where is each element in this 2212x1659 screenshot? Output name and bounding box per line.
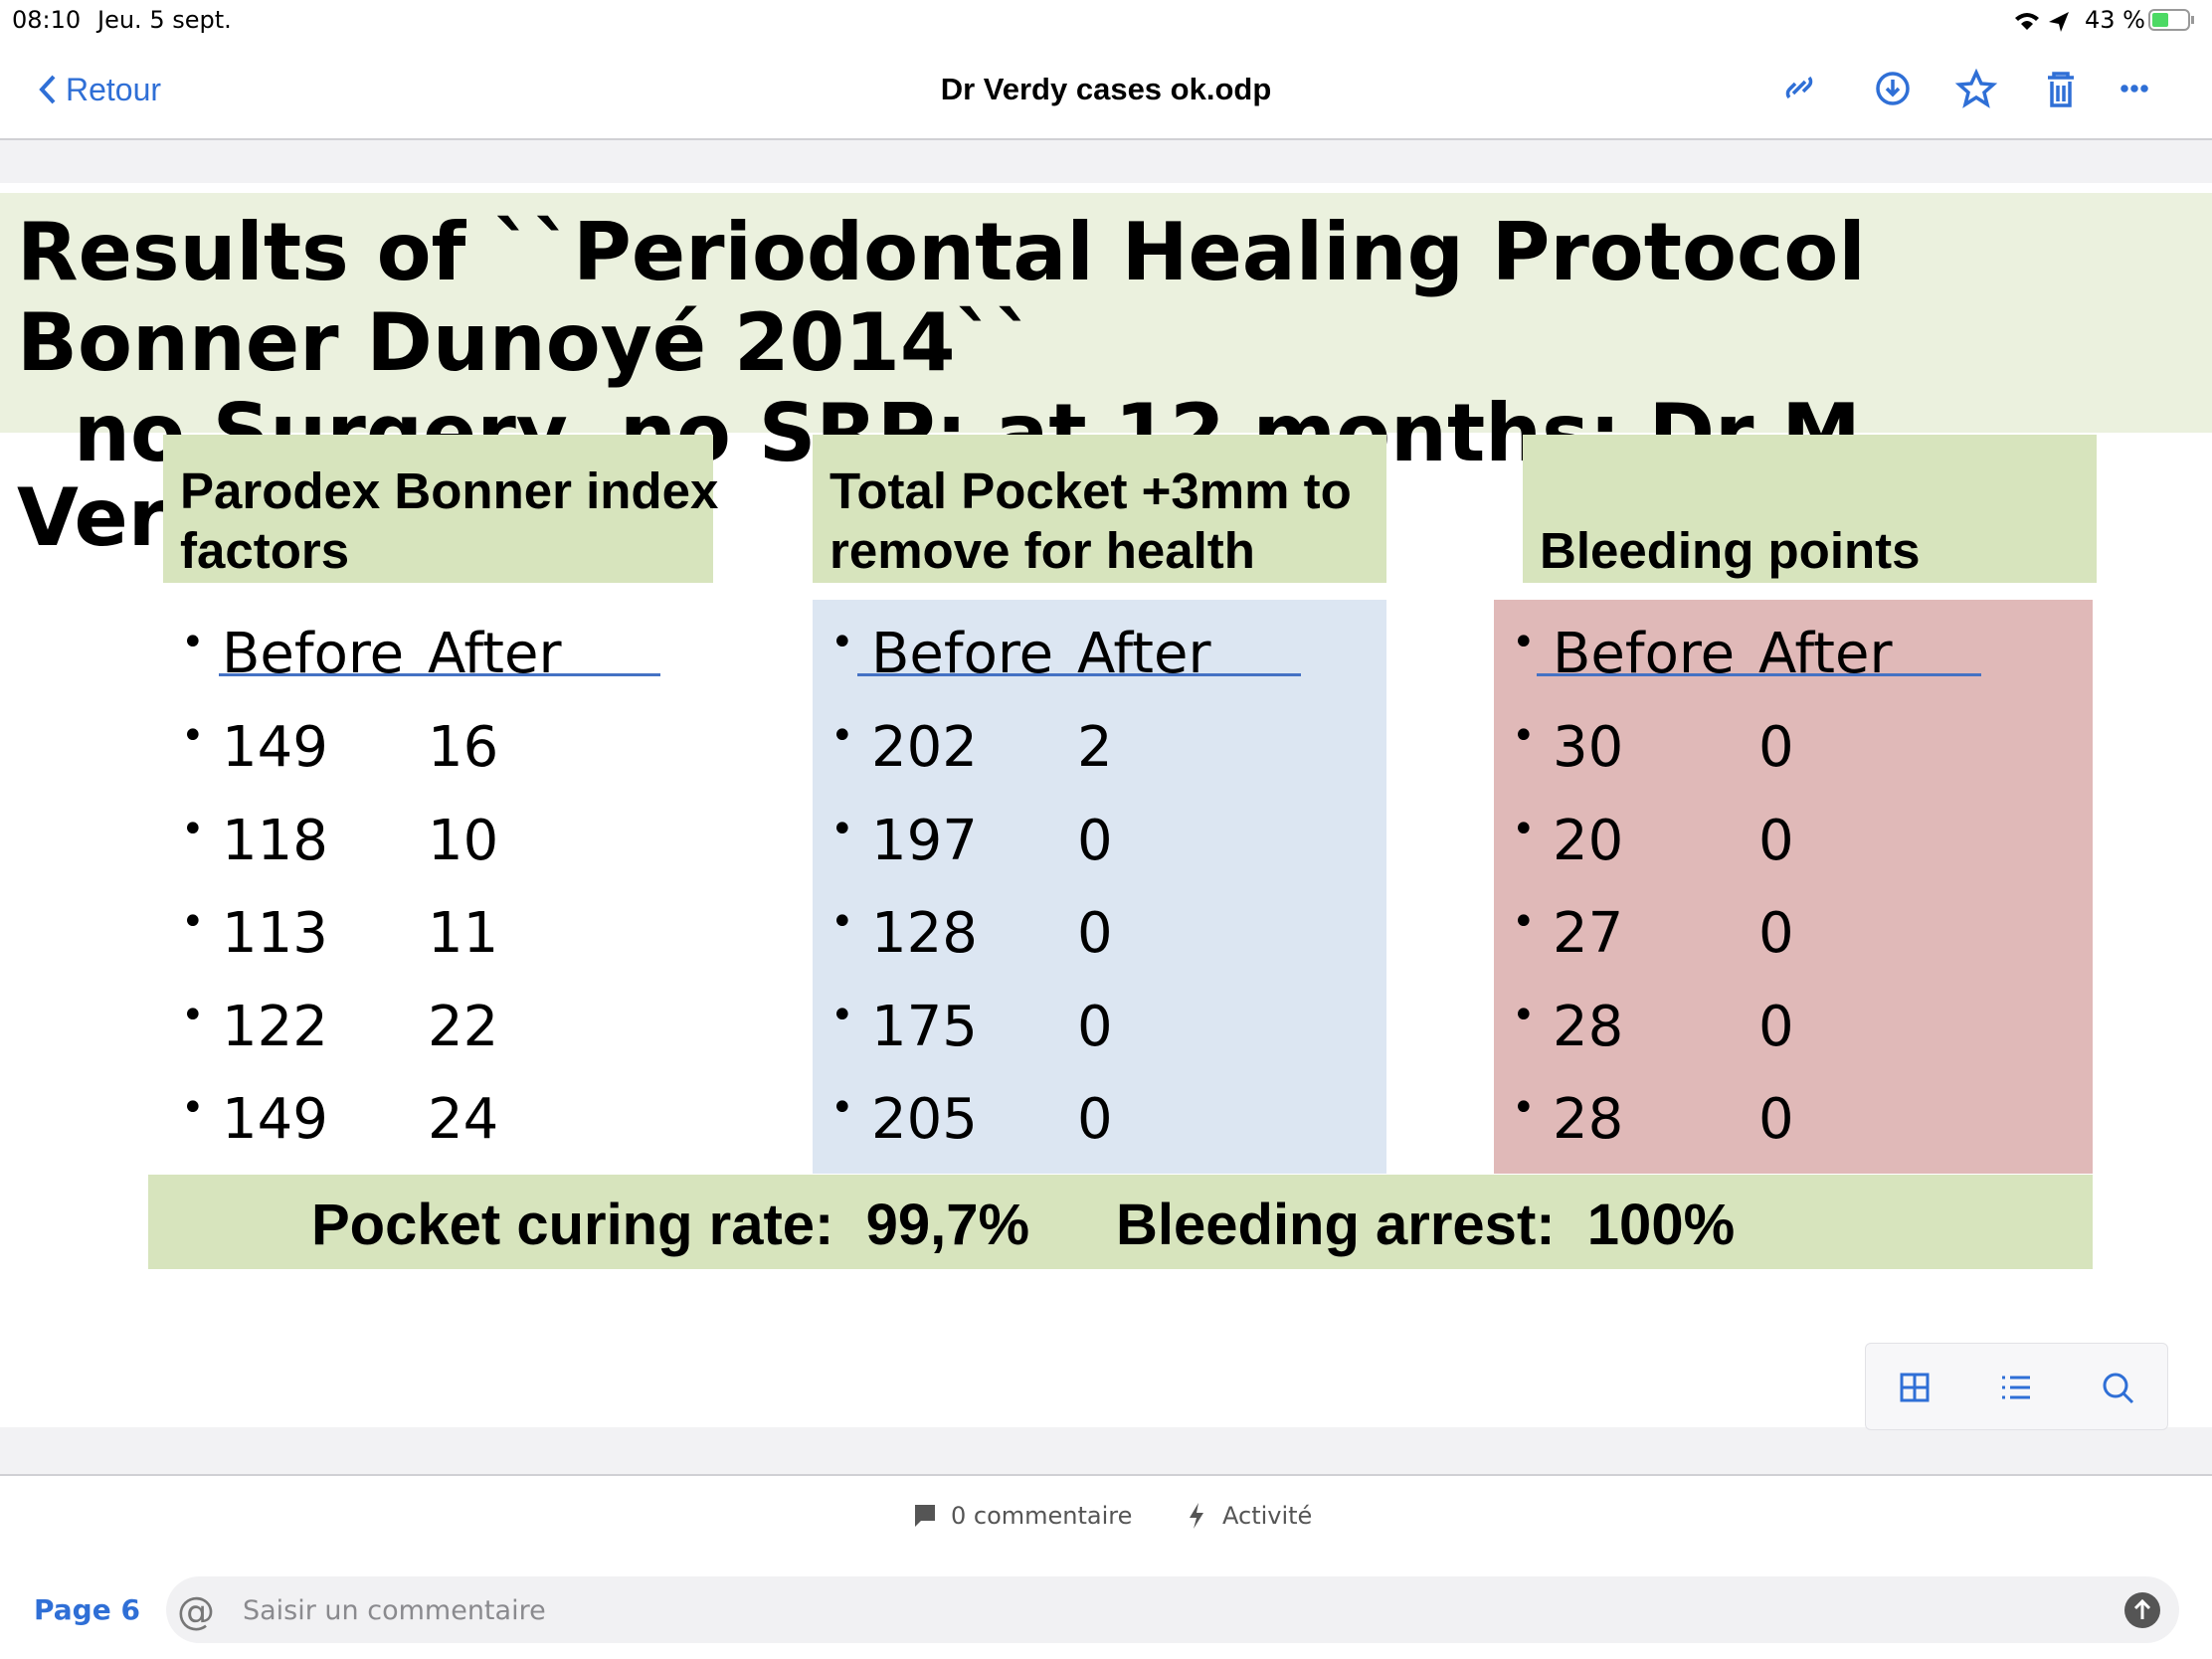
- comment-placeholder: Saisir un commentaire: [243, 1595, 546, 1626]
- bullet: •: [830, 807, 854, 852]
- status-time: 08:10: [12, 6, 82, 34]
- comment-icon: [915, 1505, 935, 1527]
- viewer-margin: [0, 1427, 2212, 1476]
- column-header-box: [1523, 435, 2097, 583]
- header-underline: [857, 673, 1301, 676]
- after-value: 0: [1077, 809, 1113, 873]
- column-header-box: [163, 435, 713, 583]
- after-value: 0: [1758, 901, 1794, 966]
- bullet: •: [830, 713, 854, 759]
- column-body: [813, 600, 1386, 1174]
- after-value: 0: [1077, 901, 1113, 966]
- after-value: 0: [1077, 1087, 1113, 1152]
- bullet: •: [830, 899, 854, 945]
- bullet: •: [830, 1085, 854, 1131]
- summary-box: [148, 1175, 2093, 1269]
- after-value: 2: [1077, 715, 1113, 780]
- before-value: 122: [222, 995, 328, 1059]
- summary-text: Pocket curing rate: 99,7%: [311, 1193, 1030, 1257]
- bullet: •: [181, 993, 205, 1038]
- column-header: Total Pocket +3mm to: [830, 462, 1352, 519]
- comments-link[interactable]: 0 commentaire: [951, 1502, 1133, 1530]
- before-value: 113: [222, 901, 328, 966]
- before-value: 128: [871, 901, 978, 966]
- activity-icon: [1190, 1503, 1203, 1529]
- slide-title-line: Bonner Dunoyé 2014``: [17, 296, 1035, 389]
- column-header-box: [813, 435, 1386, 583]
- after-label: After: [1758, 622, 1893, 686]
- battery-icon: [2148, 9, 2194, 31]
- bullet: •: [830, 620, 854, 665]
- before-value: 149: [222, 1087, 328, 1152]
- after-label: After: [1077, 622, 1211, 686]
- before-value: 30: [1553, 715, 1624, 780]
- column-header: Parodex Bonner index: [180, 462, 719, 519]
- back-button[interactable]: Retour: [66, 72, 162, 107]
- page-indicator: Page 6: [34, 1593, 140, 1626]
- after-value: 0: [1758, 715, 1794, 780]
- back-chevron[interactable]: [38, 74, 58, 105]
- bullet: •: [181, 899, 205, 945]
- header-underline: [1537, 673, 1981, 676]
- mention-icon: @: [177, 1589, 215, 1633]
- before-label: Before: [871, 622, 1054, 686]
- bullet: •: [1512, 1085, 1536, 1131]
- bullet: •: [830, 993, 854, 1038]
- slide-title-line: Results of ``Periodontal Healing Protoco…: [17, 206, 1866, 298]
- status-date: Jeu. 5 sept.: [97, 6, 232, 34]
- before-value: 28: [1553, 1087, 1624, 1152]
- after-value: 11: [428, 901, 499, 966]
- send-button[interactable]: [2123, 1591, 2161, 1629]
- comment-input[interactable]: [166, 1576, 2179, 1643]
- before-value: 28: [1553, 995, 1624, 1059]
- column-header: factors: [180, 522, 350, 579]
- bullet: •: [1512, 993, 1536, 1038]
- bullet: •: [1512, 807, 1536, 852]
- after-value: 10: [428, 809, 499, 873]
- viewer-margin: [0, 140, 2212, 183]
- after-value: 0: [1077, 995, 1113, 1059]
- document-title: Dr Verdy cases ok.odp: [940, 72, 1272, 106]
- column-header: Bleeding points: [1540, 522, 1921, 579]
- bullet: •: [181, 807, 205, 852]
- before-value: 202: [871, 715, 978, 780]
- before-value: 205: [871, 1087, 978, 1152]
- status-icons: [2015, 12, 2069, 32]
- bullet: •: [1512, 899, 1536, 945]
- after-value: 24: [428, 1087, 499, 1152]
- column-header: remove for health: [830, 522, 1255, 579]
- after-value: 0: [1758, 995, 1794, 1059]
- after-value: 0: [1758, 1087, 1794, 1152]
- column-body: [1494, 600, 2093, 1174]
- nav-bar: [0, 40, 2212, 140]
- activity-link[interactable]: Activité: [1222, 1502, 1313, 1530]
- summary-text: Bleeding arrest: 100%: [1116, 1193, 1736, 1257]
- bullet: •: [181, 620, 205, 665]
- status-battery: 43 %: [2085, 6, 2145, 34]
- after-value: 16: [428, 715, 499, 780]
- after-label: After: [428, 622, 562, 686]
- bullet: •: [181, 713, 205, 759]
- before-value: 118: [222, 809, 328, 873]
- after-value: 0: [1758, 809, 1794, 873]
- toolbar-icons[interactable]: [1785, 68, 2183, 109]
- slide-title-box: [0, 193, 2212, 433]
- before-value: 197: [871, 809, 978, 873]
- before-value: 149: [222, 715, 328, 780]
- view-buttons[interactable]: [1895, 1368, 2153, 1407]
- before-value: 175: [871, 995, 978, 1059]
- before-value: 27: [1553, 901, 1624, 966]
- after-value: 22: [428, 995, 499, 1059]
- before-label: Before: [222, 622, 405, 686]
- bullet: •: [1512, 713, 1536, 759]
- before-value: 20: [1553, 809, 1624, 873]
- bullet: •: [181, 1085, 205, 1131]
- before-label: Before: [1553, 622, 1736, 686]
- bullet: •: [1512, 620, 1536, 665]
- header-underline: [219, 673, 660, 676]
